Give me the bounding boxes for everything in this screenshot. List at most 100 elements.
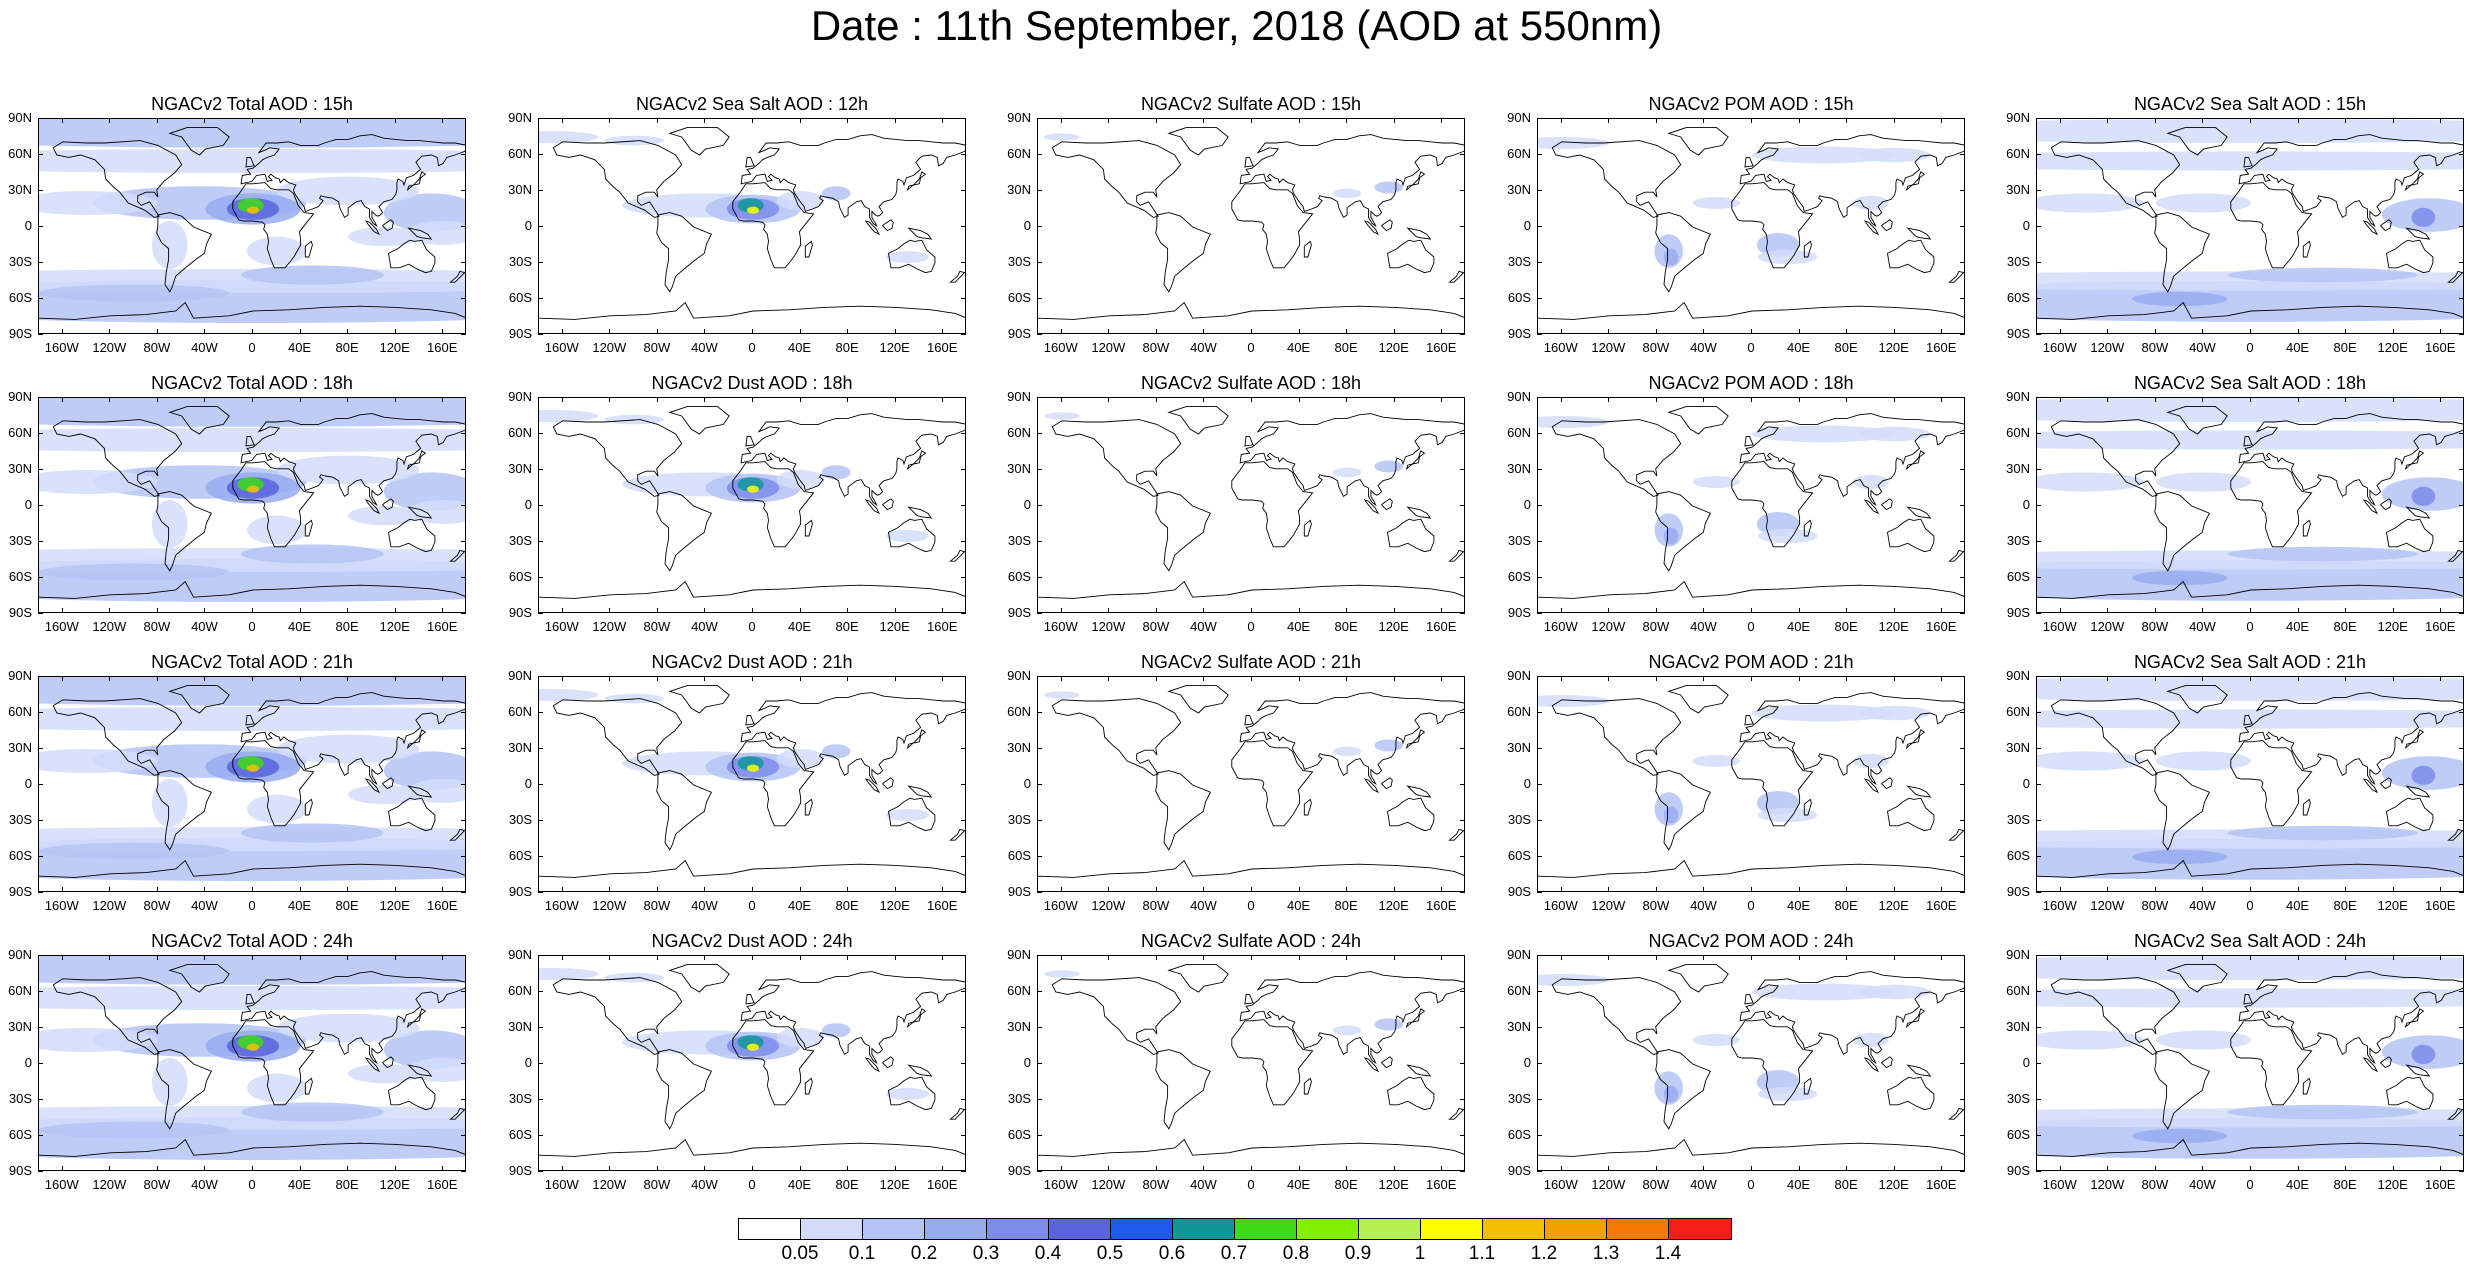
lon-tick — [299, 887, 301, 892]
lat-tick — [461, 190, 466, 191]
lon-tick — [1655, 608, 1657, 613]
lat-tick — [1460, 469, 1465, 470]
lon-tick — [347, 608, 349, 613]
lon-tick — [1798, 118, 1800, 123]
lat-tick — [2459, 892, 2464, 893]
lat-tick — [1037, 955, 1042, 956]
lat-tick — [2036, 226, 2041, 227]
aod-field — [539, 968, 929, 1100]
aod-contour — [747, 206, 759, 214]
aod-contour — [2037, 1030, 2144, 1050]
lon-tick — [204, 887, 206, 892]
coastline — [668, 684, 730, 714]
lon-tick — [942, 1166, 944, 1171]
lon-tick — [609, 676, 611, 681]
lon-tick — [252, 608, 253, 613]
lon-tick-label: 40E — [287, 898, 312, 913]
lon-tick — [1346, 1166, 1348, 1171]
lat-tick — [38, 748, 43, 749]
lon-tick-label: 160E — [927, 1177, 958, 1192]
coastline — [1906, 1064, 1932, 1077]
aod-field — [2037, 956, 2463, 1159]
lat-tick — [1960, 433, 1965, 434]
lon-tick — [156, 887, 158, 892]
lat-tick — [1537, 433, 1542, 434]
coastline — [1655, 1049, 1712, 1130]
lat-tick — [1960, 613, 1965, 614]
aod-contour — [1859, 984, 1931, 1000]
panel-title: NGACv2 Total AOD : 24h — [151, 931, 353, 951]
lon-tick — [1203, 955, 1205, 960]
lon-tick — [1251, 676, 1252, 681]
coastline — [888, 518, 936, 553]
antarctica-coastline — [1538, 1138, 1964, 1157]
aod-contour — [241, 544, 384, 564]
colorbar-label: 1.4 — [1654, 1243, 1682, 1264]
lon-tick — [2202, 955, 2204, 960]
aod-contour — [151, 221, 188, 269]
lat-tick-label: 60S — [8, 848, 32, 863]
lat-tick — [461, 1135, 466, 1136]
lat-tick — [2036, 1099, 2041, 1100]
coastline — [1363, 220, 1380, 236]
coastline — [804, 519, 813, 537]
lon-tick — [1941, 118, 1943, 123]
lon-tick — [1560, 608, 1562, 613]
coastline — [907, 785, 933, 798]
lon-tick — [1751, 955, 1752, 960]
coastline — [232, 1019, 315, 1106]
lat-tick — [2459, 541, 2464, 542]
coastline — [406, 171, 427, 192]
lon-tick-label: 120W — [592, 619, 627, 634]
coastline — [245, 156, 255, 168]
lat-tick-label: 60N — [508, 146, 532, 161]
lon-tick — [1060, 1166, 1062, 1171]
lat-tick — [1537, 991, 1542, 992]
lon-tick-label: 40W — [1190, 898, 1217, 913]
lon-tick — [1346, 329, 1348, 334]
lat-tick — [1460, 712, 1465, 713]
lon-tick-label: 160W — [44, 898, 79, 913]
colorbar-label: 1.1 — [1468, 1243, 1496, 1264]
lon-tick — [704, 608, 706, 613]
coastline — [1244, 435, 1254, 447]
lon-tick — [204, 118, 206, 123]
lat-tick-label: 60S — [2006, 569, 2030, 584]
coastline — [388, 1076, 436, 1111]
coastline — [2404, 729, 2425, 750]
lon-tick — [656, 1166, 658, 1171]
lat-tick — [461, 676, 466, 677]
lat-tick — [1537, 1027, 1542, 1028]
lon-tick-label: 120E — [879, 898, 910, 913]
lon-tick — [656, 608, 658, 613]
coastline — [407, 227, 433, 240]
lat-tick — [538, 298, 543, 299]
lon-tick — [704, 329, 706, 334]
lat-tick-label: 30N — [2006, 1019, 2030, 1034]
coastline — [745, 714, 755, 726]
lon-tick — [1155, 397, 1157, 402]
lat-tick — [1960, 892, 1965, 893]
lon-tick — [1203, 1166, 1205, 1171]
lat-tick-label: 60S — [508, 569, 532, 584]
lat-tick — [2459, 613, 2464, 614]
coastline — [52, 698, 183, 776]
aod-contour — [1859, 705, 1931, 721]
aod-contour — [39, 470, 158, 494]
lon-tick — [1393, 397, 1395, 402]
lat-tick — [1037, 262, 1042, 263]
lon-tick — [894, 397, 896, 402]
lon-tick — [2154, 397, 2156, 402]
antarctica-coastline — [1538, 301, 1964, 320]
lat-tick — [461, 991, 466, 992]
lon-tick — [1203, 608, 1205, 613]
lat-tick — [961, 784, 966, 785]
lat-tick — [1960, 577, 1965, 578]
lat-tick — [961, 469, 966, 470]
aod-contour — [348, 785, 420, 805]
lon-tick-label: 80W — [2141, 898, 2169, 913]
lon-tick-label: 80E — [335, 1177, 359, 1192]
coastline — [2230, 182, 2313, 269]
lat-tick-label: 90N — [1507, 947, 1531, 962]
coastline — [1387, 1076, 1435, 1111]
